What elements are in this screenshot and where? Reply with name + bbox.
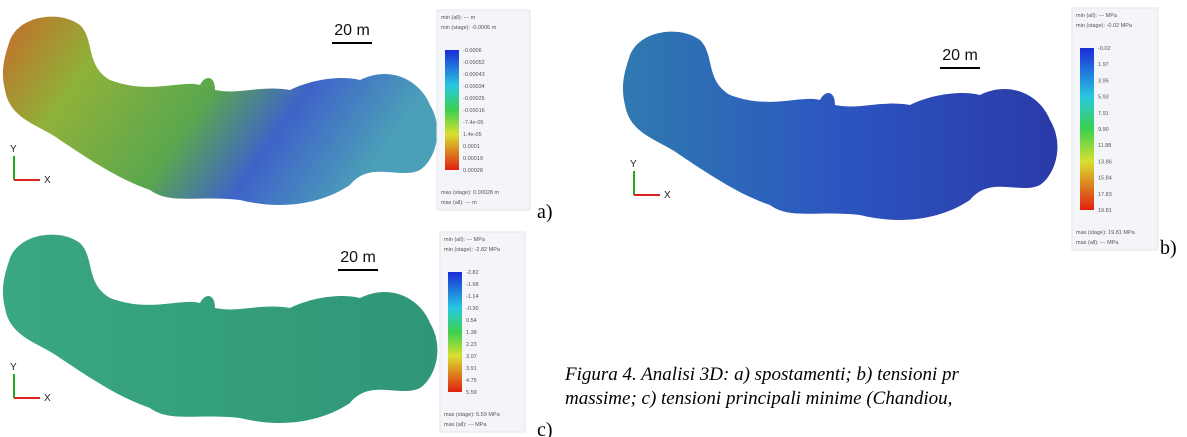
- legend-tick: 19.81: [1098, 208, 1112, 214]
- legend-tick: 4.75: [466, 378, 477, 384]
- legend-tick: 1.38: [466, 330, 477, 336]
- legend-tick: 17.83: [1098, 192, 1112, 198]
- legend-tick: 0.00028: [463, 168, 483, 174]
- caption-line: Figura 4. Analisi 3D: a) spostamenti; b)…: [564, 364, 959, 385]
- legend-footer: max (all): --- MPa: [444, 422, 487, 428]
- axis-x-label: X: [664, 190, 671, 201]
- color-bar: [445, 50, 459, 170]
- legend-tick: -2.82: [466, 270, 479, 276]
- legend-tick: 3.91: [466, 366, 477, 372]
- legend-tick: 13.86: [1098, 159, 1112, 165]
- axis-y-label: Y: [630, 159, 637, 170]
- axis-y-label: Y: [10, 362, 17, 373]
- model-a: [2, 16, 438, 205]
- legend-tick: -0.0006: [463, 48, 482, 54]
- caption-line: massime; c) tensioni principali minime (…: [565, 388, 952, 409]
- axis-y-label: Y: [10, 144, 17, 155]
- legend-header: min (all): --- MPa: [1076, 13, 1118, 19]
- legend-header: min (stage): -0.02 MPa: [1076, 23, 1133, 29]
- legend-tick: -7.4e-05: [463, 120, 484, 126]
- legend-tick: 11.88: [1098, 143, 1111, 149]
- legend-tick: 1.97: [1098, 62, 1109, 68]
- scale-label: 20 m: [334, 22, 370, 39]
- scale-label: 20 m: [942, 47, 978, 64]
- legend-tick: -0.00016: [463, 108, 485, 114]
- legend-tick: -1.98: [466, 282, 479, 288]
- legend-footer: max (all): --- m: [441, 200, 477, 206]
- legend-tick: 0.00019: [463, 156, 483, 162]
- legend-tick: 2.23: [466, 342, 477, 348]
- color-bar: [1080, 48, 1094, 210]
- legend-tick: 3.95: [1098, 78, 1109, 84]
- legend-header: min (all): --- MPa: [444, 237, 486, 243]
- legend-tick: 5.59: [466, 390, 477, 396]
- legend-tick: -0.30: [466, 306, 479, 312]
- panel-label: c): [537, 419, 553, 437]
- legend-tick: -0.00025: [463, 96, 485, 102]
- legend-tick: 3.07: [466, 354, 477, 360]
- legend-tick: 5.93: [1098, 95, 1109, 101]
- axis-x-label: X: [44, 175, 51, 186]
- legend-tick: -1.14: [466, 294, 479, 300]
- legend-footer: max (stage): 5.59 MPa: [444, 412, 501, 418]
- legend-footer: max (stage): 19.81 MPa: [1076, 230, 1136, 236]
- panel-label: a): [537, 201, 553, 223]
- model-b: [622, 31, 1058, 220]
- legend-tick: 15.84: [1098, 176, 1112, 182]
- legend-header: min (all): --- m: [441, 15, 476, 21]
- scale-label: 20 m: [340, 249, 376, 266]
- legend-tick: -0.00043: [463, 72, 485, 78]
- legend-tick: -0.00052: [463, 60, 485, 66]
- legend-tick: -0.02: [1098, 46, 1111, 52]
- panel-label: b): [1160, 237, 1177, 259]
- legend-footer: max (all): --- MPa: [1076, 240, 1119, 246]
- legend-tick: 0.54: [466, 318, 477, 324]
- legend-tick: 0.0001: [463, 144, 480, 150]
- legend-footer: max (stage): 0.00028 m: [441, 190, 500, 196]
- legend-tick: 1.4e-05: [463, 132, 482, 138]
- legend-tick: 9.90: [1098, 127, 1109, 133]
- legend-header: min (stage): -2.82 MPa: [444, 247, 501, 253]
- color-bar: [448, 272, 462, 392]
- legend-header: min (stage): -0.0006 m: [441, 25, 497, 31]
- legend-tick: -0.00034: [463, 84, 485, 90]
- legend-tick: 7.91: [1098, 111, 1109, 117]
- axis-x-label: X: [44, 393, 51, 404]
